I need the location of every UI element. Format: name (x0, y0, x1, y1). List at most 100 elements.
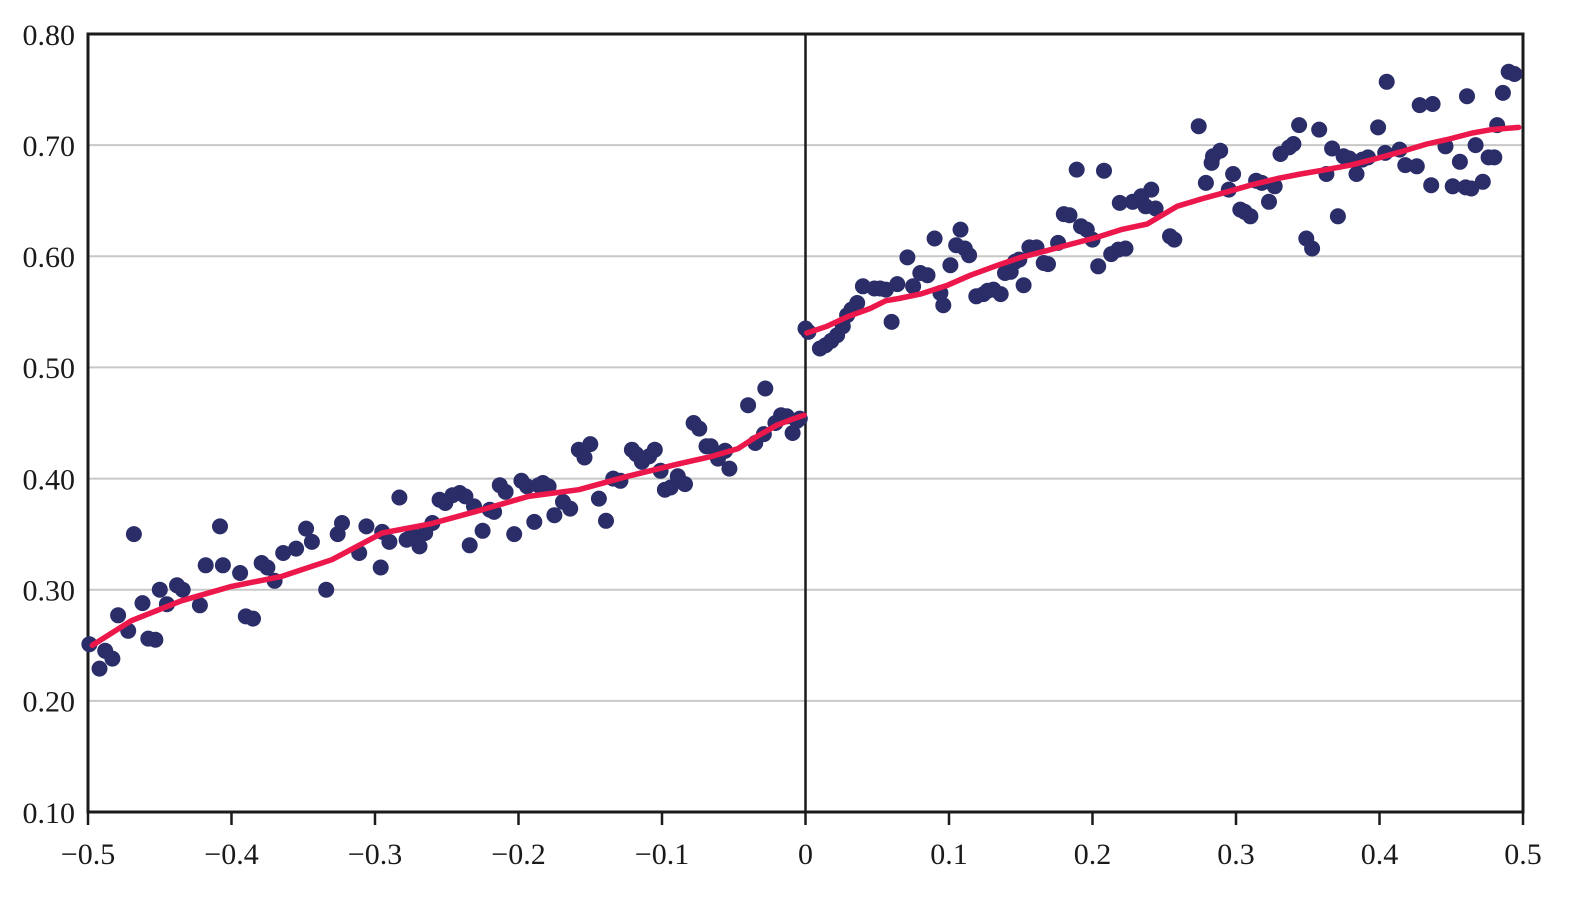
scatter-point (849, 295, 866, 311)
scatter-point (691, 420, 708, 437)
scatter-point (174, 581, 191, 598)
scatter-point (134, 595, 151, 612)
scatter-point (298, 520, 315, 537)
scatter-point (883, 313, 900, 330)
y-axis-tick-label: 0.20 (23, 686, 76, 719)
scatter-point (288, 540, 305, 557)
scatter-point (506, 526, 523, 543)
x-axis-tick-label: 0.2 (1074, 838, 1112, 871)
scatter-point (519, 478, 536, 495)
y-axis-tick-label: 0.50 (23, 352, 76, 385)
scatter-point (1348, 166, 1365, 182)
scatter-point (1225, 166, 1242, 182)
scatter-point (1090, 258, 1107, 275)
scatter-point (318, 581, 335, 598)
scatter-point (926, 230, 943, 247)
scatter-point (546, 507, 563, 524)
y-axis-tick-label: 0.80 (23, 19, 76, 52)
x-axis-tick-label: 0 (798, 838, 813, 871)
scatter-point (212, 518, 228, 535)
scatter-point (905, 278, 922, 295)
scatter-point (1190, 118, 1207, 135)
scatter-point (1506, 66, 1523, 82)
scatter-point (1494, 84, 1511, 101)
x-axis-tick-label: 0.4 (1361, 838, 1399, 871)
scatter-point (125, 526, 142, 543)
scatter-point (303, 533, 320, 550)
scatter-point (1015, 277, 1032, 294)
scatter-point (1423, 177, 1440, 194)
scatter-point (1370, 119, 1387, 136)
observations-left-of-cutoff (81, 380, 808, 677)
x-axis-tick-label: −0.3 (348, 838, 402, 871)
y-axis-tick-label: 0.40 (23, 463, 76, 496)
scatter-point (1096, 162, 1112, 179)
scatter-point (1378, 73, 1395, 90)
scatter-point (497, 483, 514, 500)
x-axis-tick-label: −0.1 (635, 838, 689, 871)
x-axis-tick-label: 0.5 (1504, 838, 1542, 871)
scatter-point (1467, 137, 1484, 154)
scatter-point (1285, 136, 1302, 152)
scatter-point (1143, 181, 1160, 198)
scatter-point (1061, 207, 1078, 224)
scatter-point (961, 247, 978, 264)
y-axis-tick-label: 0.30 (23, 575, 76, 608)
scatter-point (1304, 240, 1321, 257)
scatter-point (104, 650, 121, 667)
scatter-point (1474, 173, 1491, 190)
scatter-point (214, 557, 231, 574)
scatter-point (740, 397, 757, 414)
scatter-point (935, 297, 952, 314)
scatter-point (1242, 208, 1259, 225)
scatter-point (1411, 97, 1428, 114)
scatter-point (1111, 194, 1128, 211)
scatter-point (232, 565, 249, 581)
scatter-point (1068, 161, 1085, 178)
scatter-point (1040, 256, 1056, 273)
scatter-point (372, 559, 389, 576)
scatter-point (942, 257, 959, 274)
scatter-point (147, 631, 164, 648)
scatter-point (576, 449, 593, 466)
scatter-point (598, 512, 614, 529)
x-axis-tick-label: 0.1 (930, 838, 968, 871)
scatter-point (1311, 121, 1328, 138)
x-axis-tick-label: −0.4 (204, 838, 258, 871)
x-axis-tick-label: −0.2 (491, 838, 545, 871)
scatter-point (1397, 157, 1414, 174)
x-axis-tick-label: −0.5 (61, 838, 115, 871)
scatter-point (919, 267, 936, 284)
scatter-point (334, 515, 350, 531)
scatter-point (1459, 88, 1475, 105)
scatter-point (259, 559, 276, 576)
x-axis-tick-label: 0.3 (1217, 838, 1255, 871)
scatter-point (1444, 178, 1461, 195)
scatter-point (275, 545, 292, 561)
scatter-point (1324, 140, 1341, 157)
scatter-point (952, 221, 969, 238)
scatter-point (646, 441, 663, 458)
scatter-point (81, 636, 98, 653)
scatter-point (1408, 158, 1425, 175)
scatter-point (197, 557, 214, 574)
y-axis-tick-label: 0.10 (23, 797, 76, 830)
scatter-point (1329, 208, 1346, 225)
loess-fit-left (89, 412, 807, 649)
scatter-point (899, 249, 916, 266)
scatter-point (721, 460, 738, 477)
scatter-point (526, 513, 543, 530)
scatter-point (590, 490, 607, 507)
y-axis-tick-label: 0.70 (23, 130, 76, 163)
scatter-point (1117, 240, 1134, 257)
scatter-point (757, 380, 774, 397)
scatter-point (540, 478, 557, 495)
scatter-point (391, 489, 408, 506)
scatter-point (91, 660, 108, 677)
scatter-point (1424, 96, 1441, 112)
loess-fit-right (804, 124, 1522, 336)
scatter-point (1261, 193, 1277, 210)
scatter-point (1166, 231, 1183, 248)
